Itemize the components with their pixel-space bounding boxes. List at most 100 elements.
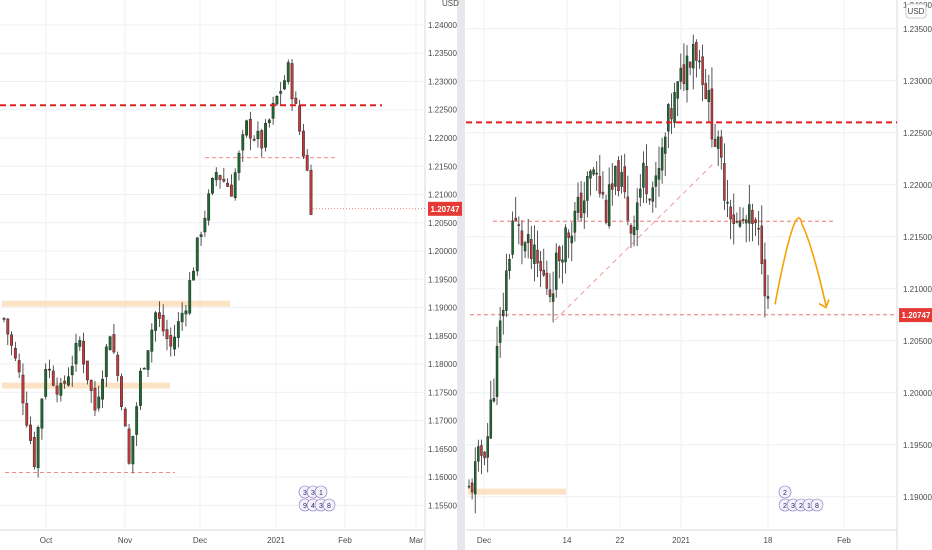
candle-body: [286, 62, 290, 82]
candle-body: [241, 134, 245, 151]
candle-body: [595, 172, 598, 175]
idea-count-label: 2: [783, 490, 787, 497]
y-tick-label: 1.20000: [903, 389, 932, 398]
candle-body: [173, 336, 176, 350]
candle-body: [757, 227, 760, 230]
y-tick-label: 1.21500: [428, 162, 457, 171]
currency-label: USD: [442, 0, 459, 8]
candle-body: [195, 237, 199, 272]
y-tick-label: 1.18000: [428, 360, 457, 369]
candle-body: [6, 318, 10, 335]
candle-body: [252, 138, 256, 141]
candle-body: [617, 160, 620, 192]
candle-body: [502, 310, 505, 317]
candle-body: [539, 261, 542, 272]
candle-body: [710, 88, 714, 140]
y-tick-label: 1.22500: [903, 129, 932, 138]
candle-body: [663, 136, 667, 154]
y-tick-label: 1.16000: [428, 473, 457, 482]
candle-body: [511, 220, 514, 255]
candle-body: [188, 280, 192, 314]
x-tick-label: Dec: [477, 536, 491, 545]
y-tick-label: 1.17000: [428, 417, 457, 426]
candle-body: [576, 196, 580, 213]
candle-body: [620, 172, 623, 187]
candle-body: [670, 108, 673, 120]
candle-body: [523, 242, 527, 252]
last-price-label: 1.20747: [902, 311, 931, 320]
idea-count-label: 3: [791, 503, 795, 510]
candle-body: [766, 296, 770, 299]
candle-body: [55, 385, 59, 395]
candle-body: [139, 370, 142, 406]
candle-body: [657, 168, 661, 180]
y-tick-label: 1.18500: [428, 332, 457, 341]
candle-body: [233, 172, 237, 198]
candle-body: [760, 225, 764, 264]
last-price-label: 1.20747: [431, 205, 460, 214]
candle-body: [542, 269, 545, 276]
candle-body: [704, 83, 707, 100]
candle-body: [112, 334, 116, 353]
candle-body: [101, 378, 104, 400]
candle-body: [561, 259, 564, 263]
idea-avatar-icon: [778, 485, 792, 499]
candle-body: [589, 170, 592, 179]
candle-body: [298, 105, 302, 132]
y-tick-label: 1.23000: [428, 77, 457, 86]
candle-body: [237, 152, 241, 173]
candle-body: [517, 224, 521, 226]
candle-body: [161, 315, 165, 332]
projection-arrowhead: [818, 299, 830, 309]
candle-body: [639, 188, 642, 198]
candle-body: [607, 184, 611, 227]
candle-body: [567, 232, 570, 238]
candle-body: [486, 436, 489, 458]
y-tick-label: 1.21000: [428, 191, 457, 200]
candle-body: [275, 96, 279, 105]
currency-label: USD: [908, 7, 925, 16]
candle-body: [123, 408, 127, 427]
candle-body: [654, 175, 658, 187]
candle-body: [165, 329, 169, 339]
candle-body: [17, 360, 21, 373]
candle-body: [29, 424, 32, 441]
y-tick-label: 1.22000: [903, 181, 932, 190]
x-tick-label: Oct: [40, 536, 53, 545]
candle-body: [763, 259, 767, 297]
candle-body: [2, 318, 6, 320]
y-tick-label: 1.24000: [428, 21, 457, 30]
candle-body: [97, 396, 101, 409]
candle-body: [713, 138, 717, 147]
candle-body: [157, 312, 161, 319]
candle-body: [723, 163, 726, 201]
candle-body: [104, 346, 108, 377]
y-tick-label: 1.23500: [428, 49, 457, 58]
x-tick-label: 22: [616, 536, 625, 545]
candle-body: [135, 406, 139, 435]
candle-body: [735, 220, 739, 223]
y-tick-label: 1.19000: [903, 493, 932, 502]
candle-body: [545, 272, 549, 289]
candle-body: [629, 225, 633, 234]
candle-body: [514, 217, 517, 221]
candle-body: [222, 178, 226, 182]
candle-body: [271, 103, 275, 119]
candle-body: [604, 199, 608, 223]
candle-body: [74, 342, 78, 365]
y-tick-label: 1.22000: [428, 134, 457, 143]
candle-body: [180, 312, 184, 323]
candle-body: [480, 445, 483, 456]
x-tick-label: Dec: [193, 536, 207, 545]
candle-body: [489, 399, 493, 439]
idea-count-label: 9: [303, 503, 307, 510]
candle-body: [651, 187, 655, 202]
candle-body: [85, 360, 89, 381]
candle-body: [59, 383, 63, 396]
candle-body: [748, 204, 751, 224]
idea-count-label: 3: [303, 490, 307, 497]
candle-body: [720, 136, 723, 158]
support-zone: [2, 300, 230, 307]
candle-body: [184, 310, 188, 315]
candle-body: [716, 136, 720, 149]
